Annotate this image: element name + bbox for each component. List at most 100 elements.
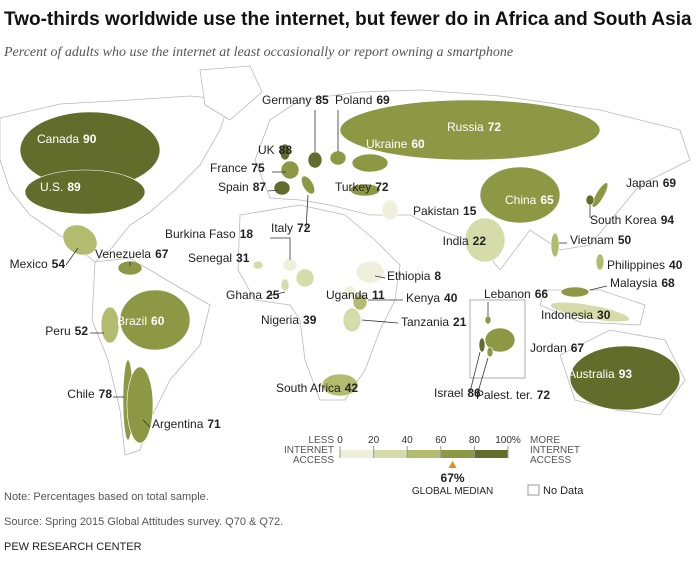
legend-tick-label: 20 bbox=[368, 435, 380, 446]
country-shape bbox=[280, 160, 300, 180]
country-shape bbox=[339, 99, 601, 161]
country-name: U.S. bbox=[40, 180, 63, 194]
country-value: 11 bbox=[372, 288, 385, 302]
country-label: South Africa 42 bbox=[276, 381, 358, 395]
median-text: GLOBAL MEDIAN bbox=[412, 486, 493, 497]
country-label: France 75 bbox=[210, 161, 265, 175]
country-label: Uganda 11 bbox=[326, 288, 385, 302]
country-shape bbox=[352, 293, 368, 311]
country-value: 90 bbox=[83, 132, 97, 146]
country-shape bbox=[355, 260, 385, 284]
country-name: Burkina Faso bbox=[165, 227, 236, 241]
no-data-label: No Data bbox=[543, 485, 584, 497]
country-label: Chile 78 bbox=[67, 387, 112, 401]
median-label: 67% bbox=[441, 471, 465, 485]
country-value: 25 bbox=[266, 288, 280, 302]
country-shape bbox=[550, 301, 630, 323]
inset-box bbox=[469, 299, 526, 379]
country-label: Turkey 72 bbox=[335, 180, 389, 194]
country-value: 94 bbox=[661, 213, 675, 227]
country-value: 69 bbox=[663, 176, 677, 190]
leader-line bbox=[589, 285, 608, 291]
country-value: 54 bbox=[52, 257, 66, 271]
country-name: Senegal bbox=[188, 251, 232, 265]
country-value: 50 bbox=[618, 233, 632, 247]
legend-tick-label: 40 bbox=[402, 435, 414, 446]
country-value: 93 bbox=[619, 367, 633, 381]
country-name: South Korea bbox=[590, 213, 657, 227]
leader-line bbox=[374, 275, 386, 279]
country-name: Israel bbox=[434, 386, 463, 400]
country-shape bbox=[478, 337, 486, 353]
country-value: 68 bbox=[661, 276, 675, 290]
country-name: Spain bbox=[218, 180, 249, 194]
country-shape bbox=[569, 345, 681, 411]
country-shape bbox=[252, 260, 264, 270]
country-value: 66 bbox=[535, 287, 549, 301]
country-name: Argentina bbox=[152, 417, 204, 431]
country-name: Ethiopia bbox=[387, 269, 431, 283]
country-label: Australia 93 bbox=[568, 367, 632, 381]
source: Source: Spring 2015 Global Attitudes sur… bbox=[4, 516, 283, 528]
country-shape bbox=[279, 143, 291, 161]
leader-line bbox=[142, 419, 151, 428]
country-shape bbox=[117, 260, 143, 276]
country-value: 30 bbox=[597, 308, 611, 322]
country-value: 89 bbox=[67, 180, 81, 194]
country-name: Pakistan bbox=[413, 204, 459, 218]
country-value: 67 bbox=[155, 247, 169, 261]
country-name: Peru bbox=[45, 324, 70, 338]
leader-line bbox=[469, 351, 481, 393]
country-shape bbox=[301, 175, 315, 195]
country-shape bbox=[126, 366, 154, 444]
country-name: Jordan bbox=[530, 341, 567, 355]
country-value: 22 bbox=[473, 234, 487, 248]
note: Note: Percentages based on total sample. bbox=[4, 491, 209, 503]
country-value: 60 bbox=[411, 137, 425, 151]
country-value: 72 bbox=[488, 120, 502, 134]
country-value: 72 bbox=[537, 388, 551, 402]
country-shape bbox=[560, 286, 590, 298]
country-label: Russia 72 bbox=[447, 120, 501, 134]
country-shape bbox=[349, 183, 381, 197]
credit: PEW RESEARCH CENTER bbox=[4, 541, 142, 553]
countries bbox=[19, 99, 681, 444]
country-value: 8 bbox=[434, 269, 441, 283]
country-value: 71 bbox=[207, 417, 221, 431]
country-label: Lebanon 66 bbox=[484, 287, 548, 301]
country-label: Italy 72 bbox=[271, 221, 311, 235]
country-value: 40 bbox=[444, 291, 458, 305]
country-value: 42 bbox=[345, 381, 359, 395]
country-name: Philippines bbox=[607, 258, 665, 272]
country-shape bbox=[100, 306, 120, 344]
country-name: Australia bbox=[568, 367, 615, 381]
country-shape bbox=[381, 199, 399, 221]
legend-tick-label: 0 bbox=[337, 435, 343, 446]
country-name: Ukraine bbox=[366, 137, 408, 151]
country-shape bbox=[119, 289, 191, 351]
country-value: 87 bbox=[253, 180, 267, 194]
country-name: China bbox=[505, 193, 537, 207]
leader-line bbox=[267, 291, 286, 297]
country-shape bbox=[342, 307, 362, 333]
country-label: Germany 85 bbox=[262, 93, 329, 107]
country-label: Vietnam 50 bbox=[570, 233, 631, 247]
country-name: France bbox=[210, 161, 248, 175]
legend-tick-label: 100% bbox=[495, 435, 521, 446]
country-name: Malaysia bbox=[610, 276, 658, 290]
country-shape bbox=[321, 373, 359, 397]
country-shape bbox=[280, 278, 290, 292]
median-marker bbox=[448, 461, 457, 468]
country-name: Vietnam bbox=[570, 233, 614, 247]
country-label: Ukraine 60 bbox=[366, 137, 425, 151]
country-name: South Africa bbox=[276, 381, 341, 395]
leader-line bbox=[270, 237, 291, 260]
country-name: Mexico bbox=[10, 257, 48, 271]
legend-tick-label: 80 bbox=[469, 435, 481, 446]
legend-tick-label: 60 bbox=[435, 435, 447, 446]
country-shape bbox=[329, 150, 347, 166]
country-label: Spain 87 bbox=[218, 180, 266, 194]
legend: 0 20 40 60 80 100%LESSINTERNETACCESSMOREINTER… bbox=[284, 435, 584, 497]
title: Two-thirds worldwide use the internet, b… bbox=[4, 9, 692, 30]
